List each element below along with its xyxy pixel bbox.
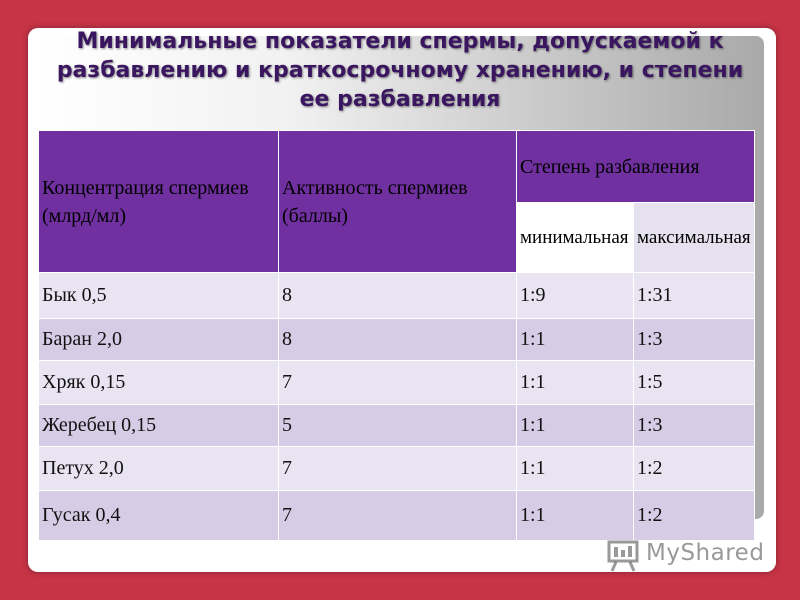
cell-max: 1:2	[632, 490, 756, 541]
header-concentration: Концентрация спермиев (млрд/мл)	[38, 130, 279, 273]
subheader-row: минимальная максимальная	[39, 202, 756, 273]
header-activity: Активность спермиев (баллы)	[278, 130, 517, 273]
presentation-board-icon	[607, 540, 639, 572]
cell-min: 1:9	[516, 272, 634, 319]
table-row: Петух 2,0 7 1:1 1:2	[38, 446, 756, 491]
data-table: Концентрация спермиев (млрд/мл) Активнос…	[38, 130, 756, 541]
header-row: Концентрация спермиев (млрд/мл) Активнос…	[38, 130, 756, 273]
table-row: Бык 0,5 8 1:9 1:31	[38, 272, 756, 319]
watermark-logo: MyShared	[606, 536, 766, 576]
table-row: Хряк 0,15 7 1:1 1:5	[38, 360, 756, 405]
cell-concentration: Петух 2,0	[38, 446, 279, 491]
header-min: минимальная	[516, 202, 634, 273]
cell-min: 1:1	[516, 360, 634, 405]
slide-title: Минимальные показатели спермы, допускаем…	[56, 29, 744, 112]
cell-concentration: Жеребец 0,15	[38, 404, 279, 447]
cell-concentration: Хряк 0,15	[38, 360, 279, 405]
cell-activity: 8	[278, 318, 517, 361]
header-dilution: Степень разбавления	[515, 130, 756, 203]
cell-activity: 8	[278, 272, 517, 319]
header-max: максимальная	[632, 202, 756, 273]
cell-max: 1:3	[632, 404, 756, 447]
cell-min: 1:1	[516, 490, 634, 541]
cell-concentration: Баран 2,0	[38, 318, 279, 361]
cell-activity: 7	[278, 490, 517, 541]
table-row: Баран 2,0 8 1:1 1:3	[38, 318, 756, 361]
cell-activity: 7	[278, 446, 517, 491]
cell-activity: 5	[278, 404, 517, 447]
cell-min: 1:1	[516, 446, 634, 491]
table-row: Жеребец 0,15 5 1:1 1:3	[38, 404, 756, 447]
watermark-text: MyShared	[646, 540, 765, 566]
cell-max: 1:31	[632, 272, 756, 319]
table-row: Гусак 0,4 7 1:1 1:2	[38, 490, 756, 541]
cell-concentration: Бык 0,5	[38, 272, 279, 319]
cell-concentration: Гусак 0,4	[38, 490, 279, 541]
cell-max: 1:2	[632, 446, 756, 491]
cell-max: 1:5	[632, 360, 756, 405]
cell-activity: 7	[278, 360, 517, 405]
cell-min: 1:1	[516, 318, 634, 361]
cell-max: 1:3	[632, 318, 756, 361]
cell-min: 1:1	[516, 404, 634, 447]
